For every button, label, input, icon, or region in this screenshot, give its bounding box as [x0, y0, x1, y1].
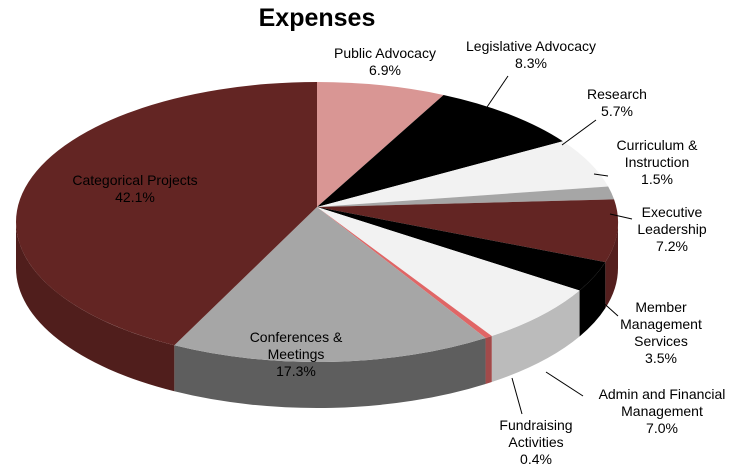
- category-label: Conferences & Meetings: [249, 329, 343, 362]
- data-label: Conferences & Meetings 17.3%: [231, 329, 361, 380]
- data-label: Public Advocacy 6.9%: [320, 45, 450, 79]
- slice: [317, 94, 563, 207]
- category-label: Public Advocacy: [334, 45, 436, 61]
- value-label: 0.4%: [520, 451, 552, 467]
- slice: [317, 199, 619, 263]
- slice-side: [16, 222, 175, 392]
- leader-line: [597, 297, 619, 317]
- leader-line: [484, 75, 509, 111]
- data-label: Admin and Financial Management 7.0%: [582, 386, 742, 437]
- data-label: Curriculum & Instruction 1.5%: [607, 137, 707, 188]
- value-label: 3.5%: [645, 350, 677, 366]
- chart-title: Expenses: [258, 4, 376, 32]
- data-label: Fundraising Activities 0.4%: [491, 417, 581, 468]
- slice: [16, 82, 318, 346]
- category-label: Categorical Projects: [72, 172, 198, 188]
- slice: [317, 141, 609, 207]
- data-label: Categorical Projects 42.1%: [50, 172, 220, 206]
- value-label: 17.3%: [276, 363, 316, 379]
- leader-lines: [484, 75, 633, 415]
- slice: [174, 207, 486, 363]
- category-label: Fundraising Activities: [499, 417, 573, 450]
- slice: [317, 82, 444, 207]
- slice: [317, 207, 492, 338]
- data-label: Member Management Services 3.5%: [611, 299, 711, 367]
- value-label: 7.2%: [656, 238, 688, 254]
- slice-side: [605, 222, 618, 309]
- slice: [317, 186, 615, 207]
- category-label: Research: [587, 86, 647, 102]
- leader-line: [545, 371, 584, 397]
- slice: [317, 207, 606, 291]
- category-label: Admin and Financial Management: [598, 386, 726, 419]
- pie-tops: [16, 82, 619, 363]
- data-label: Research 5.7%: [572, 86, 662, 120]
- value-label: 42.1%: [115, 189, 155, 205]
- slice-side: [174, 337, 486, 408]
- pie-sides: [16, 222, 618, 408]
- data-label: Legislative Advocacy 8.3%: [456, 38, 606, 72]
- value-label: 6.9%: [369, 62, 401, 78]
- slice-side: [485, 335, 492, 384]
- leader-line: [561, 119, 597, 146]
- data-label: Executive Leadership 7.2%: [627, 204, 717, 255]
- value-label: 7.0%: [646, 420, 678, 436]
- slice-side: [491, 290, 580, 382]
- category-label: Legislative Advocacy: [466, 38, 596, 54]
- category-label: Member Management Services: [620, 299, 702, 349]
- leader-line: [593, 173, 609, 177]
- value-label: 8.3%: [515, 55, 547, 71]
- slice-side: [579, 262, 606, 337]
- slice: [317, 207, 580, 336]
- value-label: 1.5%: [641, 171, 673, 187]
- value-label: 5.7%: [601, 103, 633, 119]
- category-label: Executive Leadership: [637, 204, 707, 237]
- leader-line: [511, 377, 523, 415]
- category-label: Curriculum & Instruction: [616, 137, 698, 170]
- leader-line: [609, 213, 633, 220]
